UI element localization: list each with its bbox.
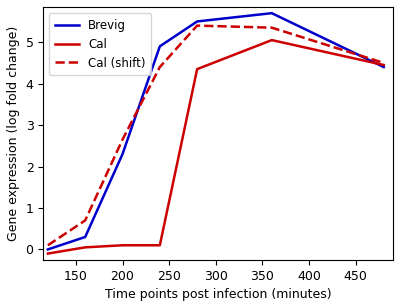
Cal (shift) [269,26,274,30]
Cal (shift) [158,65,162,69]
Cal [195,67,200,71]
Brevig [381,65,386,69]
Brevig [195,20,200,23]
Cal [46,252,50,255]
Cal [83,245,88,249]
Brevig [120,152,125,156]
Cal [158,243,162,247]
Brevig [269,11,274,15]
Cal [120,243,125,247]
Cal [381,63,386,67]
X-axis label: Time points post infection (minutes): Time points post infection (minutes) [105,288,332,301]
Cal (shift) [195,24,200,27]
Brevig [83,235,88,239]
Cal (shift) [83,219,88,222]
Cal (shift) [46,243,50,247]
Line: Cal (shift): Cal (shift) [48,26,384,245]
Brevig [46,248,50,251]
Cal (shift) [120,138,125,141]
Y-axis label: Gene expression (log fold change): Gene expression (log fold change) [7,26,20,241]
Brevig [158,44,162,48]
Cal [269,38,274,42]
Line: Cal: Cal [48,40,384,253]
Line: Brevig: Brevig [48,13,384,249]
Cal (shift) [381,61,386,65]
Legend: Brevig, Cal, Cal (shift): Brevig, Cal, Cal (shift) [49,13,152,75]
